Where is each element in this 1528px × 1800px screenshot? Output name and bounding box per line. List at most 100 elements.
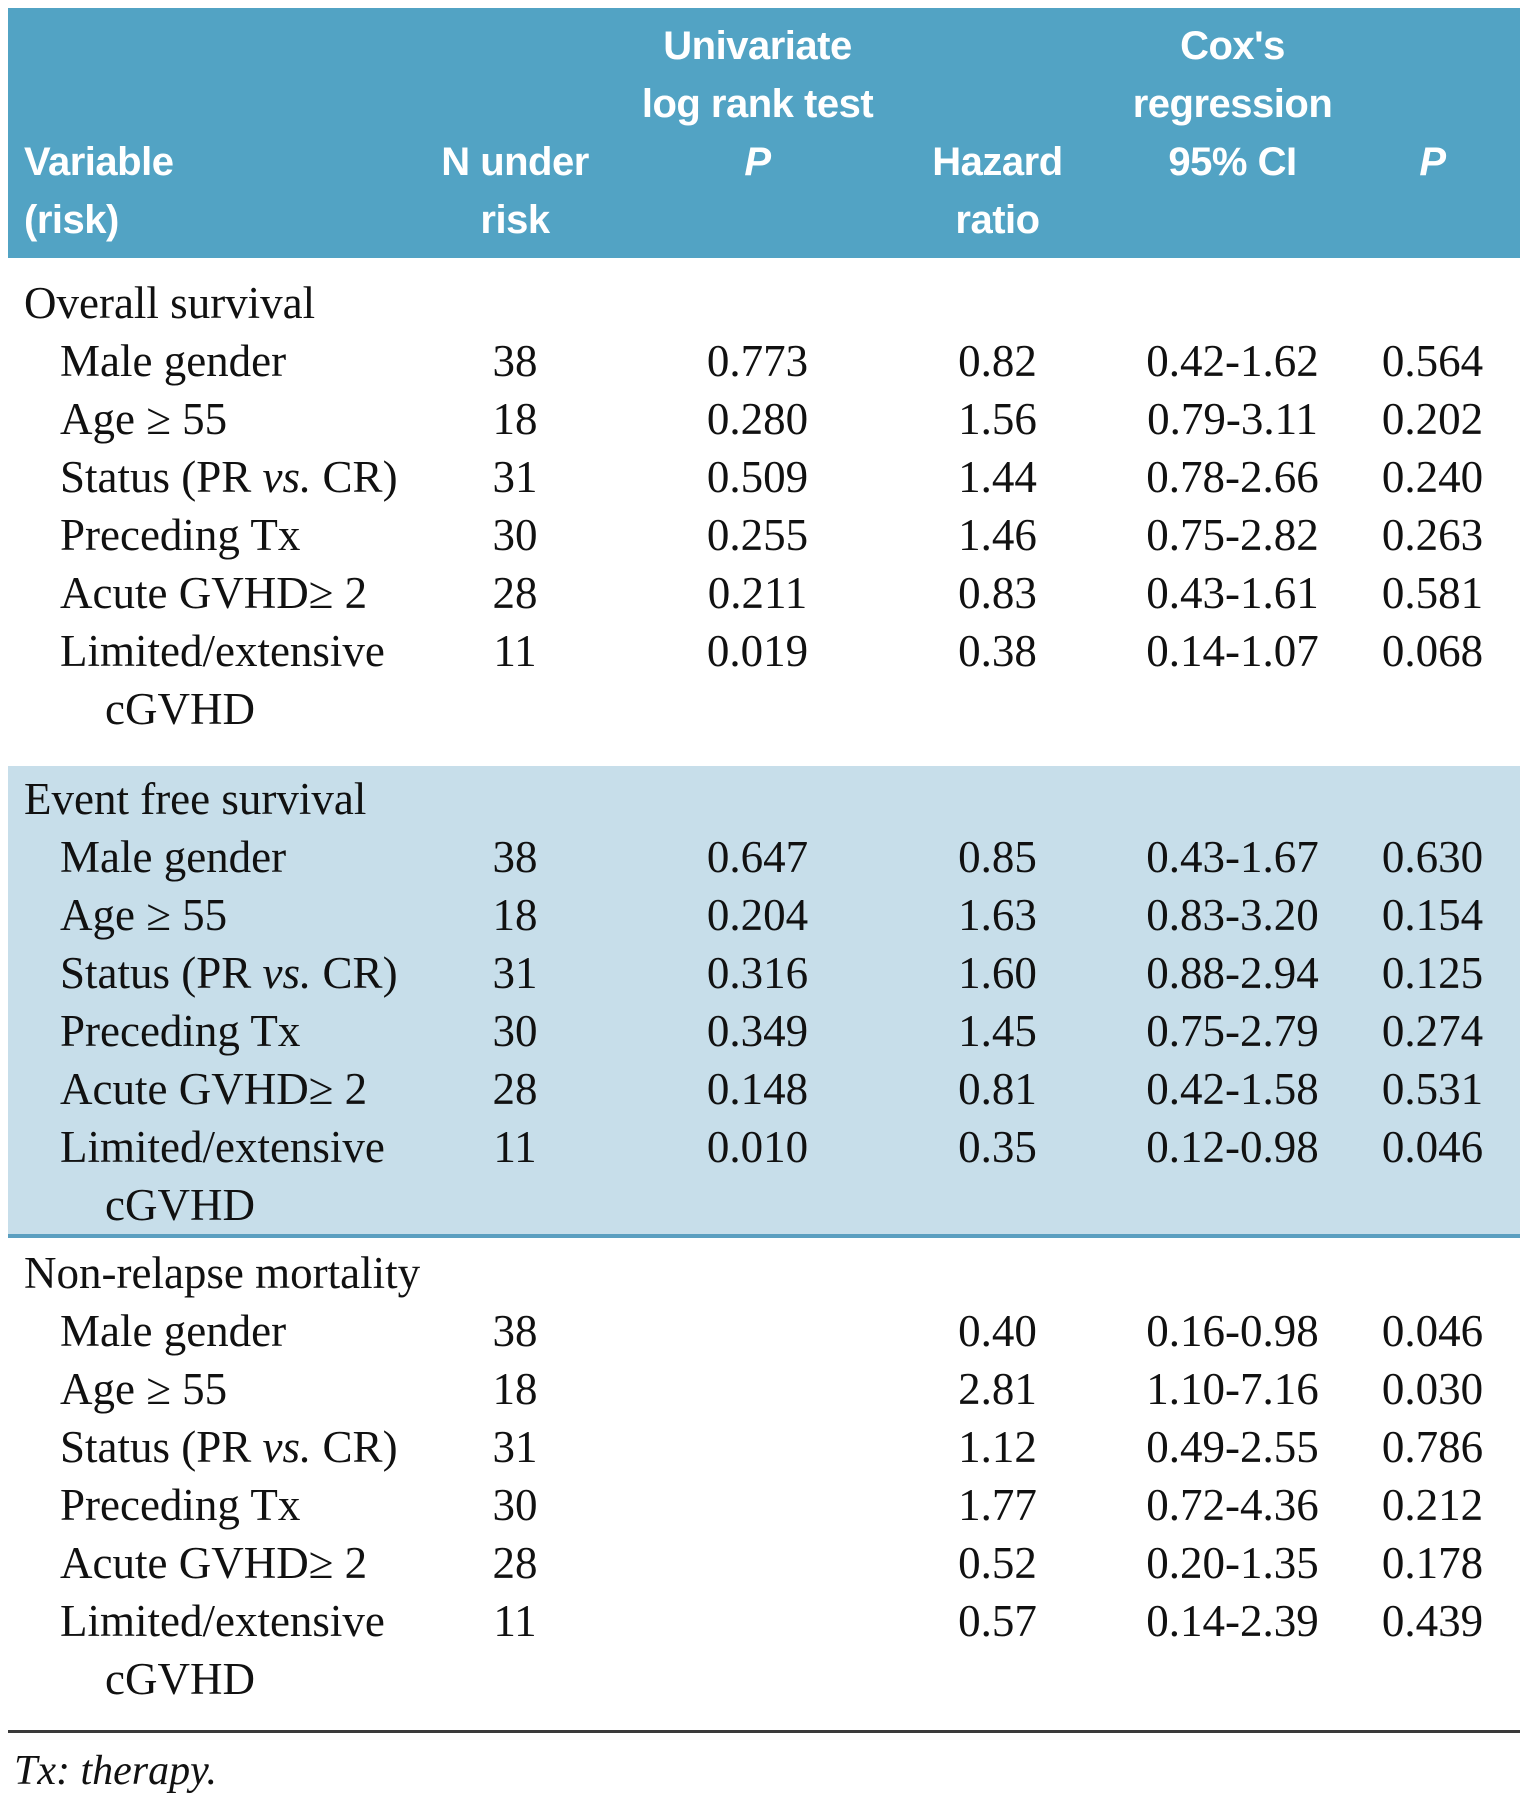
header-ci-95-line-2: 95% CI bbox=[1168, 140, 1297, 184]
table-section: Event free survival Male gender 38 0.647 0.8… bbox=[8, 766, 1520, 1238]
cell-ci: 1.10-7.16 bbox=[1146, 1364, 1319, 1414]
cell-hazard-ratio: 1.60 bbox=[958, 948, 1037, 998]
cell-variable: Preceding Tx bbox=[60, 1480, 301, 1530]
cell-ci: 0.78-2.66 bbox=[1146, 452, 1319, 502]
cell-n-under-risk: 30 bbox=[492, 1006, 538, 1056]
section-title-row: Overall survival bbox=[8, 274, 1520, 332]
cell-ci: 0.83-3.20 bbox=[1146, 890, 1319, 940]
header-univariate-p-line-3 bbox=[640, 191, 875, 249]
cell-variable-line2: cGVHD bbox=[105, 1654, 255, 1704]
cell-hazard-ratio: 1.46 bbox=[958, 510, 1037, 560]
section-title-row: Event free survival bbox=[8, 770, 1520, 828]
header-p-line-1 bbox=[1345, 75, 1520, 133]
cell-hazard-ratio: 0.35 bbox=[958, 1122, 1037, 1172]
cell-p: 0.786 bbox=[1381, 1422, 1484, 1472]
table-row: Male gender 38 0.647 0.85 0.43-1.67 0.630 bbox=[8, 828, 1520, 886]
cell-p: 0.581 bbox=[1381, 568, 1484, 618]
cell-p: 0.046 bbox=[1381, 1122, 1484, 1172]
vs-italic: vs. bbox=[262, 948, 312, 998]
cell-hazard-ratio: 2.81 bbox=[958, 1364, 1037, 1414]
header-ci-95-line-1: regression bbox=[1132, 82, 1333, 126]
cell-variable-line2: cGVHD bbox=[105, 1180, 255, 1230]
cell-univariate-p: 0.010 bbox=[706, 1122, 809, 1172]
cell-hazard-ratio: 1.12 bbox=[958, 1422, 1037, 1472]
table-section: Non-relapse mortality Male gender 38 0.40 0.… bbox=[8, 1238, 1520, 1708]
cell-p: 0.178 bbox=[1381, 1538, 1484, 1588]
table-row: Acute GVHD≥ 2 28 0.148 0.81 0.42-1.58 0.531 bbox=[8, 1060, 1520, 1118]
cell-variable: Age ≥ 55 bbox=[60, 890, 228, 940]
cell-n-under-risk: 38 bbox=[492, 1306, 538, 1356]
cell-hazard-ratio: 0.81 bbox=[958, 1064, 1037, 1114]
cell-ci: 0.72-4.36 bbox=[1146, 1480, 1319, 1530]
cell-n-under-risk: 18 bbox=[492, 1364, 538, 1414]
cell-variable: Status (PR vs. CR) bbox=[60, 452, 398, 502]
cell-n-under-risk: 11 bbox=[493, 1122, 537, 1172]
cell-p: 0.154 bbox=[1381, 890, 1484, 940]
cell-hazard-ratio: 1.77 bbox=[958, 1480, 1037, 1530]
cell-n-under-risk: 30 bbox=[492, 1480, 538, 1530]
table-footnote: Tx: therapy. bbox=[14, 1748, 217, 1794]
cell-n-under-risk: 31 bbox=[492, 452, 538, 502]
cell-p: 0.030 bbox=[1381, 1364, 1484, 1414]
header-p-line-2: P bbox=[1419, 140, 1446, 184]
table-row: Limited/extensive cGVHD 11 0.57 0.14-2.39 0.4… bbox=[8, 1592, 1520, 1708]
cell-hazard-ratio: 1.44 bbox=[958, 452, 1037, 502]
cell-univariate-p: 0.204 bbox=[706, 890, 809, 940]
header-p-line-3 bbox=[1345, 191, 1520, 249]
header-univariate-p-line-2: P bbox=[744, 140, 771, 184]
header-cell-n-under-risk: N under risk bbox=[390, 17, 640, 249]
header-cell-variable: Variable (risk) bbox=[8, 17, 390, 249]
table-row: Status (PR vs. CR) 31 1.12 0.49-2.55 0.786 bbox=[8, 1418, 1520, 1476]
cell-ci: 0.20-1.35 bbox=[1146, 1538, 1319, 1588]
vs-italic: vs. bbox=[262, 1422, 312, 1472]
cell-n-under-risk: 30 bbox=[492, 510, 538, 560]
table-row: Limited/extensive cGVHD 11 0.010 0.35 0.12-0.… bbox=[8, 1118, 1520, 1234]
table-row: Male gender 38 0.40 0.16-0.98 0.046 bbox=[8, 1302, 1520, 1360]
table-row: Limited/extensive cGVHD 11 0.019 0.38 0.14-1.… bbox=[8, 622, 1520, 738]
cell-variable: Status (PR vs. CR) bbox=[60, 1422, 398, 1472]
cell-ci: 0.75-2.79 bbox=[1146, 1006, 1319, 1056]
cell-p: 0.274 bbox=[1381, 1006, 1484, 1056]
header-variable-line-2: Variable bbox=[24, 140, 174, 184]
cell-p: 0.564 bbox=[1381, 336, 1484, 386]
cell-univariate-p: 0.773 bbox=[706, 336, 809, 386]
cell-p: 0.531 bbox=[1381, 1064, 1484, 1114]
footnote-rule bbox=[8, 1730, 1520, 1733]
cell-hazard-ratio: 0.82 bbox=[958, 336, 1037, 386]
table-section: Overall survival Male gender 38 0.773 0.82 0.… bbox=[8, 258, 1520, 766]
cell-variable: Preceding Tx bbox=[60, 1006, 301, 1056]
cell-p: 0.439 bbox=[1381, 1596, 1484, 1646]
cell-variable: Age ≥ 55 bbox=[60, 394, 228, 444]
cell-univariate-p: 0.019 bbox=[706, 626, 809, 676]
cell-variable: Male gender bbox=[60, 1306, 287, 1356]
cell-variable: Acute GVHD≥ 2 bbox=[60, 568, 368, 618]
cell-n-under-risk: 38 bbox=[492, 336, 538, 386]
cell-p: 0.240 bbox=[1381, 452, 1484, 502]
header-cell-univariate-p: Univariate log rank test P bbox=[640, 17, 875, 249]
cell-p: 0.202 bbox=[1381, 394, 1484, 444]
cell-ci: 0.88-2.94 bbox=[1146, 948, 1319, 998]
cell-ci: 0.14-1.07 bbox=[1146, 626, 1319, 676]
cell-n-under-risk: 28 bbox=[492, 1064, 538, 1114]
cell-univariate-p: 0.148 bbox=[706, 1064, 809, 1114]
cell-n-under-risk: 28 bbox=[492, 568, 538, 618]
table-row: Acute GVHD≥ 2 28 0.52 0.20-1.35 0.178 bbox=[8, 1534, 1520, 1592]
table-header: Variable (risk) N under risk Univariate log r… bbox=[8, 8, 1520, 258]
vs-italic: vs. bbox=[262, 452, 312, 502]
header-p-line-0 bbox=[1345, 17, 1520, 75]
cell-ci: 0.49-2.55 bbox=[1146, 1422, 1319, 1472]
cell-ci: 0.12-0.98 bbox=[1146, 1122, 1319, 1172]
cell-ci: 0.43-1.67 bbox=[1146, 832, 1319, 882]
cell-univariate-p: 0.509 bbox=[706, 452, 809, 502]
table-row: Status (PR vs. CR) 31 0.316 1.60 0.88-2.94 0.… bbox=[8, 944, 1520, 1002]
cell-n-under-risk: 38 bbox=[492, 832, 538, 882]
header-univariate-p-line-1: log rank test bbox=[641, 82, 874, 126]
cell-variable: Age ≥ 55 bbox=[60, 1364, 228, 1414]
table-row: Age ≥ 55 18 0.280 1.56 0.79-3.11 0.202 bbox=[8, 390, 1520, 448]
cell-hazard-ratio: 1.45 bbox=[958, 1006, 1037, 1056]
header-hazard-ratio-line-1 bbox=[875, 75, 1120, 133]
cell-univariate-p: 0.316 bbox=[706, 948, 809, 998]
cell-univariate-p: 0.255 bbox=[706, 510, 809, 560]
cell-ci: 0.42-1.58 bbox=[1146, 1064, 1319, 1114]
header-ci-95-line-3 bbox=[1120, 191, 1345, 249]
